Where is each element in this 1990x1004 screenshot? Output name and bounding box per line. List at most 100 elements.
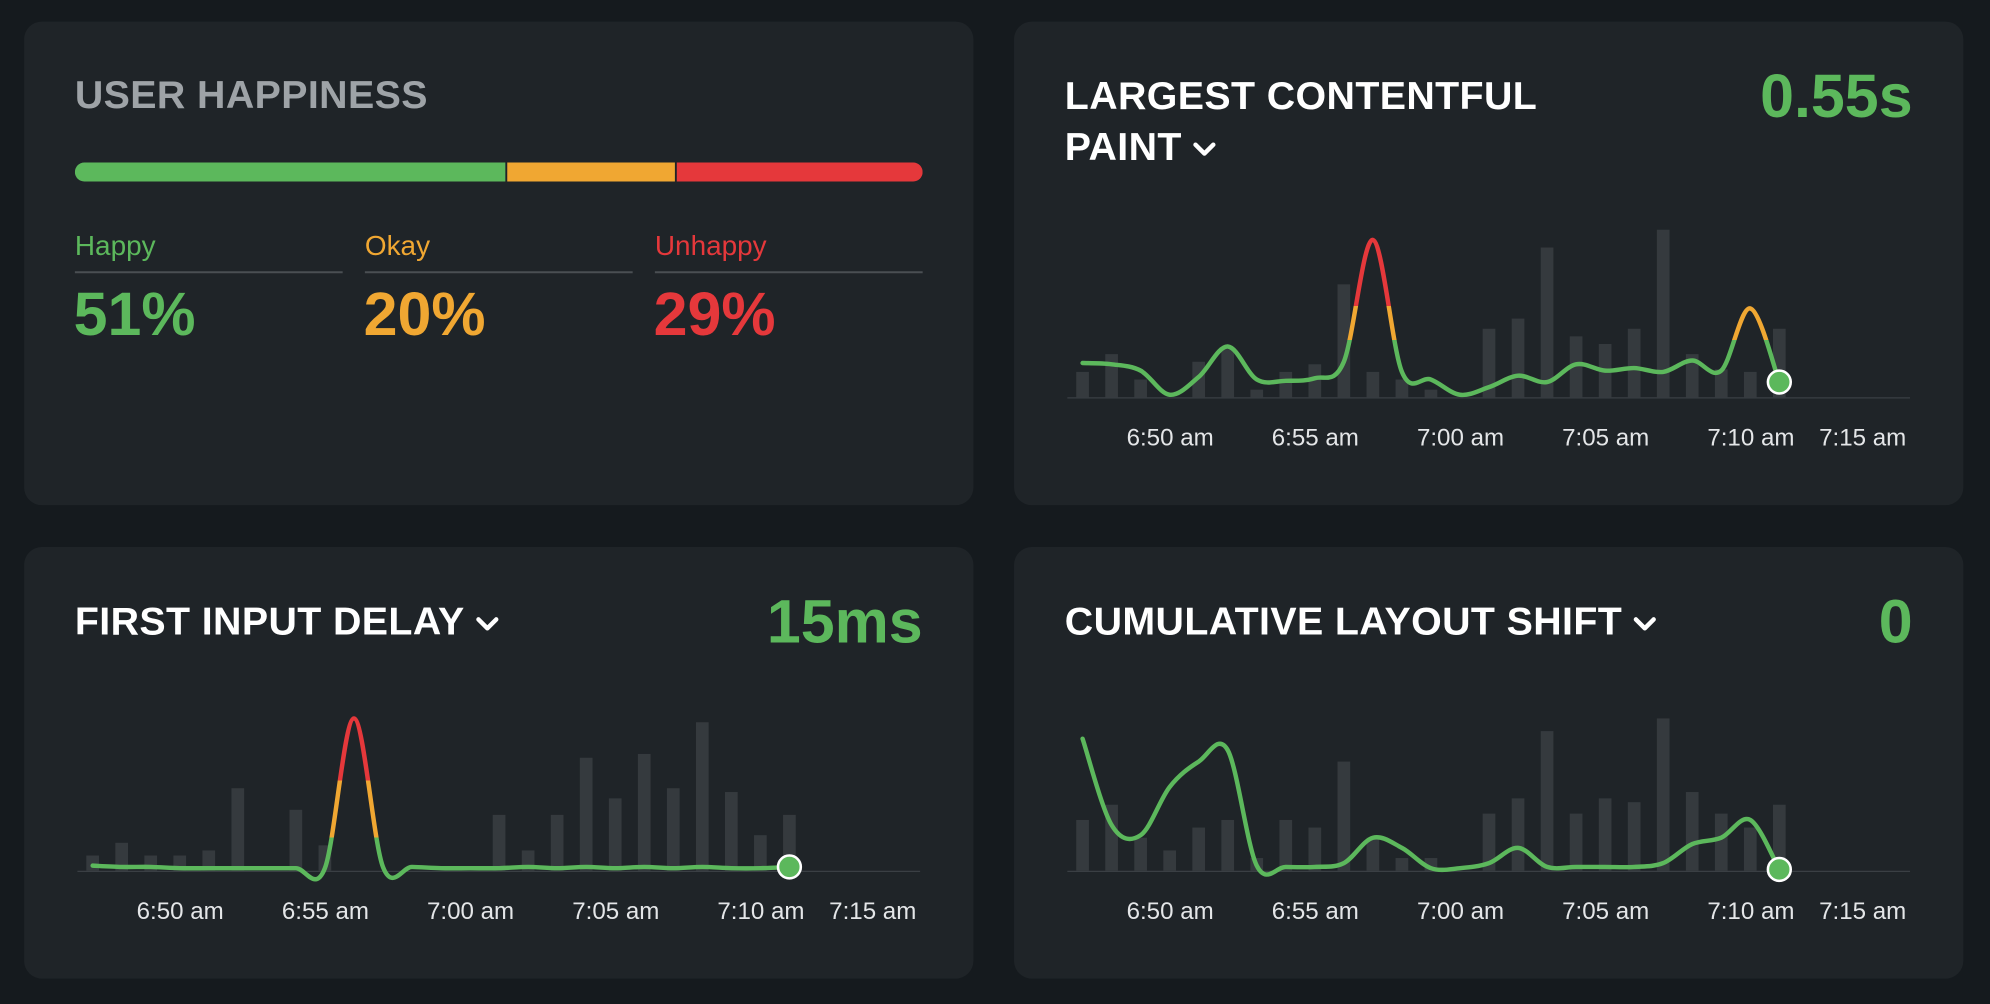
panel <box>1014 547 1964 979</box>
chevron-line <box>476 616 499 631</box>
category-label: Unhappy <box>654 229 767 262</box>
category-label: Okay <box>364 229 431 262</box>
line <box>1080 736 1782 877</box>
bar <box>289 809 303 871</box>
bar <box>1076 819 1089 871</box>
panel-title[interactable]: FIRST INPUT DELAY <box>75 597 836 648</box>
x-tick-label: 7:10 am <box>1707 425 1794 452</box>
x-tick-label: 6:55 am <box>1272 898 1359 925</box>
bar <box>1366 837 1380 871</box>
bar <box>1627 328 1641 398</box>
bar-segment <box>74 162 506 182</box>
bar <box>1743 371 1757 398</box>
bar <box>1569 336 1583 398</box>
bar <box>1221 819 1235 871</box>
bar <box>1308 827 1322 871</box>
line <box>90 716 792 882</box>
bar <box>1076 371 1089 398</box>
bar <box>1192 827 1206 871</box>
bar <box>754 835 767 871</box>
current-value: 15ms <box>766 588 923 657</box>
x-tick-label: 7:05 am <box>572 898 659 925</box>
bar <box>1685 354 1699 398</box>
x-tick-label: 7:05 am <box>1562 425 1649 452</box>
bar <box>1656 229 1670 398</box>
x-tick-label: 6:50 am <box>1127 898 1214 925</box>
x-tick-label: 7:00 am <box>427 898 514 925</box>
x-tick-label: 6:55 am <box>1272 425 1359 452</box>
bar <box>202 850 216 871</box>
panel-title[interactable]: CUMULATIVE LAYOUT SHIFT <box>1065 597 1826 648</box>
bar <box>492 814 506 871</box>
value-label: 51% <box>73 281 196 350</box>
bar <box>1250 389 1264 398</box>
bar <box>637 753 651 871</box>
bar <box>1395 858 1409 871</box>
bar <box>1772 804 1786 871</box>
bar <box>1569 813 1583 871</box>
chevron-line <box>1193 142 1216 156</box>
panel <box>24 21 974 506</box>
x-tick-label: 7:15 am <box>1819 898 1906 925</box>
bar <box>1685 792 1699 871</box>
bar <box>724 792 738 871</box>
chevron-line <box>1633 616 1657 631</box>
bar-segment <box>676 162 923 182</box>
bar <box>1134 379 1147 398</box>
panel <box>1014 21 1964 506</box>
x-tick-label: 7:00 am <box>1417 898 1504 925</box>
bar <box>1627 802 1641 871</box>
bar <box>1598 798 1612 871</box>
bar <box>608 798 622 871</box>
title-text: CUMULATIVE LAYOUT SHIFT <box>1064 599 1623 644</box>
bar <box>1279 819 1293 871</box>
bar <box>1366 371 1380 398</box>
panel-title[interactable]: LARGEST CONTENTFUL PAINT <box>1065 71 1611 173</box>
current-value: 0 <box>1878 588 1913 657</box>
bar <box>1424 389 1438 398</box>
bar <box>1540 247 1554 398</box>
category-label: Happy <box>74 229 156 262</box>
happiness-bar <box>74 162 923 182</box>
bar <box>1482 813 1496 871</box>
bar <box>1511 318 1525 398</box>
dropdown-chevron[interactable] <box>1189 137 1222 162</box>
bar <box>550 814 564 871</box>
bar <box>231 788 245 871</box>
current-value: 0.55s <box>1760 63 1913 131</box>
dropdown-chevron[interactable] <box>1630 612 1663 637</box>
bar <box>1540 731 1554 871</box>
x-tick-label: 6:55 am <box>282 898 369 925</box>
bar <box>115 842 129 871</box>
bar <box>1163 850 1177 871</box>
current-point <box>776 854 803 880</box>
value-label: 20% <box>363 281 486 350</box>
bar <box>1482 328 1496 398</box>
x-tick-label: 7:10 am <box>717 898 804 925</box>
x-tick-label: 7:10 am <box>1707 898 1794 925</box>
title-text: LARGEST CONTENTFUL PAINT <box>1064 73 1537 169</box>
dropdown-chevron[interactable] <box>472 612 505 637</box>
bar <box>1714 813 1728 871</box>
bar <box>1714 369 1728 398</box>
bar <box>1308 364 1322 398</box>
bar <box>1395 379 1409 398</box>
panel-title: USER HAPPINESS <box>74 72 428 117</box>
x-tick-label: 7:00 am <box>1417 425 1504 452</box>
bar <box>1134 837 1147 871</box>
bar <box>1221 349 1235 398</box>
x-tick-label: 7:15 am <box>829 898 916 925</box>
bar <box>695 722 709 871</box>
panel <box>24 547 974 979</box>
title-text: FIRST INPUT DELAY <box>74 599 465 644</box>
bar <box>1105 354 1118 398</box>
x-tick-label: 7:05 am <box>1562 898 1649 925</box>
x-tick-label: 6:50 am <box>1127 425 1214 452</box>
x-tick-label: 7:15 am <box>1819 425 1906 452</box>
bar <box>579 757 593 871</box>
bar <box>1743 827 1757 871</box>
bar <box>1337 761 1351 871</box>
